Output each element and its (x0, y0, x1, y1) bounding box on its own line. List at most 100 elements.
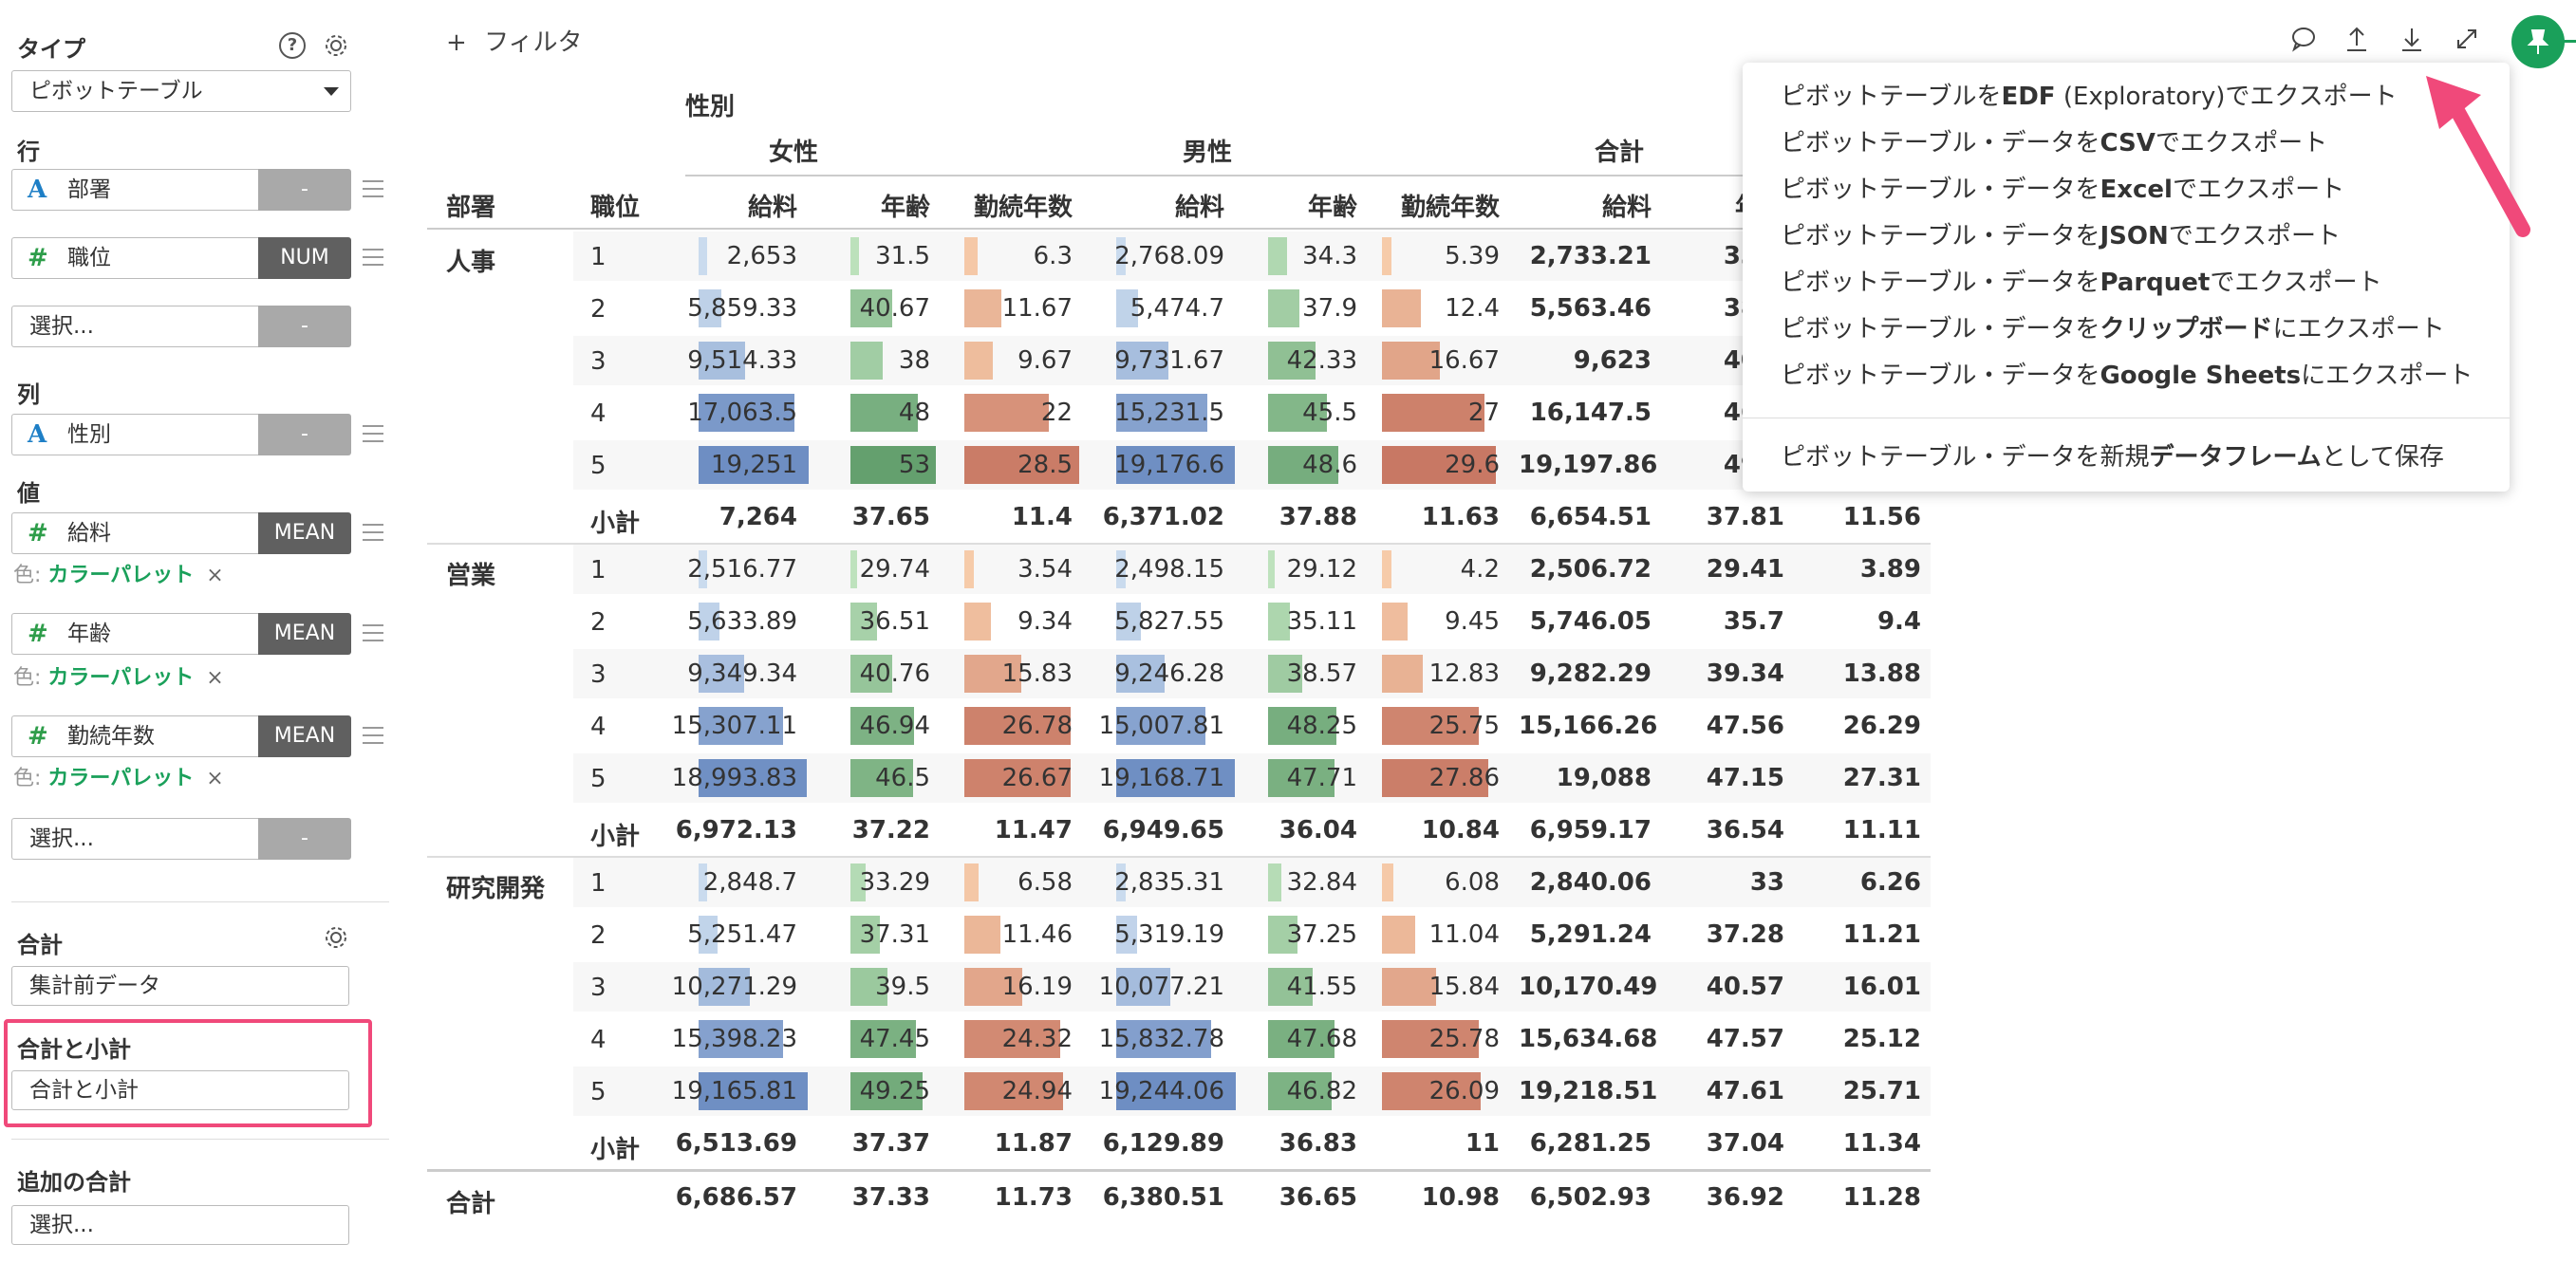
field-gender-label: 性別 (67, 422, 111, 447)
export-menu-item[interactable]: ピボットテーブル・データをクリップボードにエクスポート (1781, 310, 2445, 348)
value-cell: 47.68 (1286, 1025, 1357, 1053)
value-cell: 47.45 (859, 1025, 930, 1053)
value-cell: 11.21 (1842, 920, 1921, 949)
value-bar (850, 550, 857, 588)
table-row (573, 232, 1931, 281)
menu-item-bold: CSV (2100, 129, 2156, 158)
field-dept-name[interactable]: A 部署 (11, 169, 258, 211)
value-cell: 39.34 (1706, 659, 1784, 688)
header-tenure-f: 勤続年数 (973, 194, 1073, 222)
drag-handle-icon[interactable] (363, 180, 383, 199)
close-icon[interactable]: × (206, 767, 224, 790)
drag-handle-icon[interactable] (363, 249, 383, 268)
field-gender-agg[interactable]: - (258, 414, 351, 455)
gear-icon[interactable] (323, 32, 349, 59)
expand-icon[interactable] (2451, 23, 2483, 55)
highlight-box (4, 1019, 372, 1127)
number-type-icon: # (28, 244, 48, 272)
position-label: 2 (590, 295, 607, 324)
value-select-agg[interactable]: - (258, 818, 351, 860)
row-select-agg[interactable]: - (258, 306, 351, 347)
color-palette-link[interactable]: カラーパレット (47, 767, 195, 790)
row-select[interactable]: 選択... (11, 306, 258, 347)
save-as-dataframe-item[interactable]: ピボットテーブル・データを新規データフレームとして保存 (1781, 438, 2444, 476)
value-bar (699, 342, 745, 380)
color-palette-link[interactable]: カラーパレット (47, 666, 195, 690)
value-cell: 33.29 (859, 868, 930, 897)
field-salary-agg[interactable]: MEAN (258, 512, 351, 554)
value-cell: 37.31 (859, 920, 930, 949)
position-label: 3 (590, 660, 607, 689)
export-menu-item[interactable]: ピボットテーブル・データをExcelでエクスポート (1781, 171, 2344, 209)
field-tenure-name[interactable]: # 勤続年数 (11, 715, 258, 757)
value-cell: 19,197.86 (1519, 451, 1658, 479)
export-menu-item[interactable]: ピボットテーブル・データをCSVでエクスポート (1781, 124, 2327, 162)
field-position[interactable]: # 職位 NUM (11, 237, 391, 279)
value-cell: 16.19 (1001, 973, 1073, 1001)
value-bar (1268, 342, 1316, 380)
value-cell: 36.83 (1279, 1129, 1357, 1158)
pin-button[interactable] (2511, 15, 2565, 68)
value-cell: 26.67 (1001, 764, 1073, 792)
field-position-name[interactable]: # 職位 (11, 237, 258, 279)
export-menu-item[interactable]: ピボットテーブル・データをJSONでエクスポート (1781, 217, 2341, 255)
field-position-agg[interactable]: NUM (258, 237, 351, 279)
drag-handle-icon[interactable] (363, 727, 383, 746)
field-age-agg[interactable]: MEAN (258, 613, 351, 655)
field-dept[interactable]: A 部署 - (11, 169, 391, 211)
value-cell: 46.94 (859, 712, 930, 740)
drag-handle-icon[interactable] (363, 624, 383, 643)
value-cell: 15,231.5 (1114, 399, 1224, 427)
value-cell: 24.94 (1001, 1077, 1073, 1105)
export-menu-item[interactable]: ピボットテーブル・データをParquetでエクスポート (1781, 264, 2382, 302)
value-cell: 5.39 (1445, 242, 1500, 270)
value-bar (1116, 550, 1126, 588)
field-gender[interactable]: A 性別 - (11, 414, 391, 455)
field-gender-name[interactable]: A 性別 (11, 414, 258, 455)
value-cell: 9,282.29 (1529, 659, 1652, 688)
value-bar (964, 237, 978, 275)
field-dept-agg[interactable]: - (258, 169, 351, 211)
position-label: 1 (590, 243, 607, 271)
value-cell: 40.67 (859, 294, 930, 323)
field-age[interactable]: # 年齢 MEAN (11, 613, 391, 655)
header-dept: 部署 (446, 194, 496, 222)
value-cell: 2,848.7 (702, 868, 797, 897)
subtotal-select[interactable]: 合計と小計 (11, 1070, 349, 1110)
help-icon[interactable]: ? (279, 32, 306, 59)
close-icon[interactable]: × (206, 666, 224, 690)
field-salary-name[interactable]: # 給料 (11, 512, 258, 554)
field-age-name[interactable]: # 年齢 (11, 613, 258, 655)
total-select[interactable]: 集計前データ (11, 966, 349, 1006)
upload-icon[interactable] (2341, 23, 2373, 55)
value-bar (964, 289, 1001, 327)
value-bar (850, 603, 877, 640)
drag-handle-icon[interactable] (363, 425, 383, 444)
value-cell: 48.25 (1286, 712, 1357, 740)
export-menu-item[interactable]: ピボットテーブルをEDF (Exploratory)でエクスポート (1781, 78, 2398, 116)
value-bar (699, 1072, 808, 1110)
value-bar (1268, 655, 1302, 693)
row-label: 行 (17, 139, 40, 165)
download-icon[interactable] (2396, 23, 2428, 55)
drag-handle-icon[interactable] (363, 524, 383, 543)
export-menu-item[interactable]: ピボットテーブル・データをGoogle Sheetsにエクスポート (1781, 357, 2473, 395)
additional-total-select[interactable]: 選択... (11, 1205, 349, 1245)
field-tenure[interactable]: # 勤続年数 MEAN (11, 715, 391, 757)
value-cell: 32.84 (1286, 868, 1357, 897)
value-cell: 46.82 (1286, 1077, 1357, 1105)
color-palette-link[interactable]: カラーパレット (47, 564, 195, 587)
close-icon[interactable]: × (206, 564, 224, 587)
value-select[interactable]: 選択... (11, 818, 258, 860)
field-salary[interactable]: # 給料 MEAN (11, 512, 391, 554)
chart-type-value: ピボットテーブル (29, 79, 203, 103)
menu-item-text: ピボットテーブル・データを (1781, 362, 2100, 390)
filter-button[interactable]: + フィルタ (446, 23, 583, 58)
comment-icon[interactable] (2287, 23, 2320, 55)
value-cell: 15.84 (1428, 973, 1500, 1001)
chart-type-select[interactable]: ピボットテーブル (11, 70, 351, 112)
gear-icon[interactable] (323, 924, 349, 951)
value-cell: 5,319.19 (1114, 920, 1224, 949)
field-tenure-agg[interactable]: MEAN (258, 715, 351, 757)
value-bar (1116, 968, 1170, 1006)
